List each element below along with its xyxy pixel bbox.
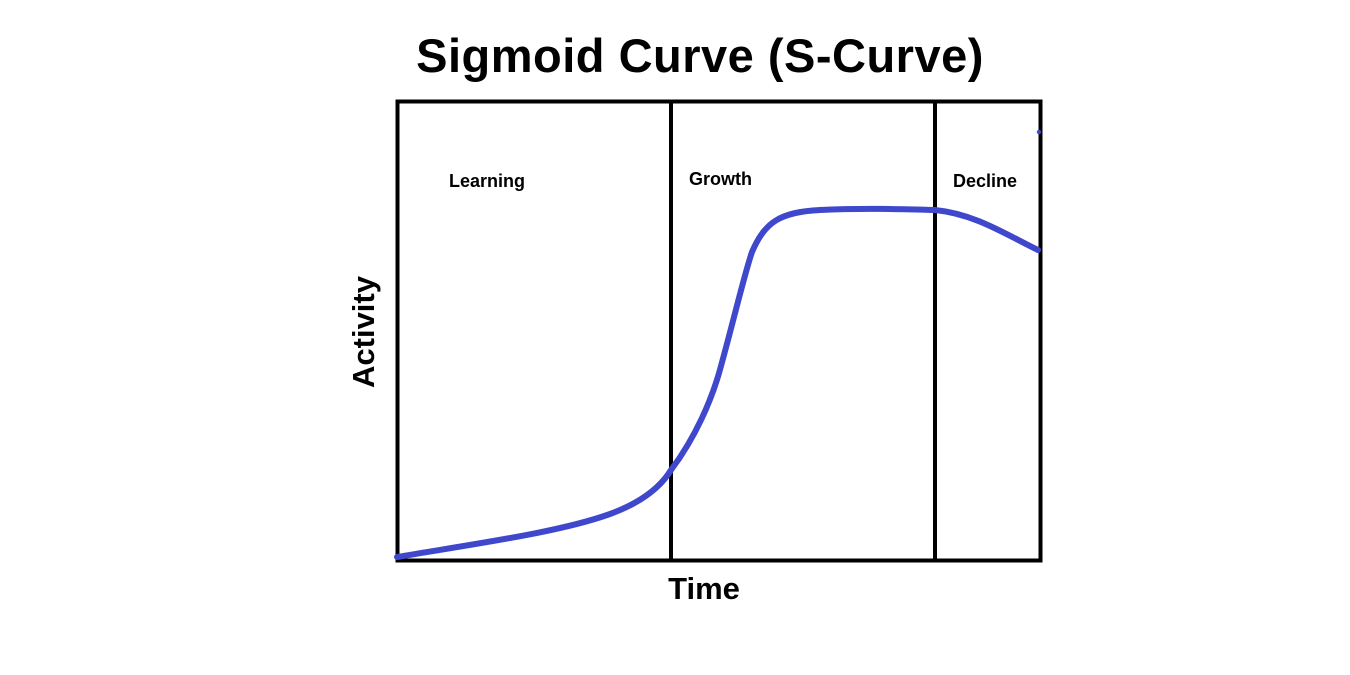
phase-label-growth: Growth bbox=[689, 169, 752, 189]
plot-frame bbox=[395, 99, 1043, 563]
diagram-title: Sigmoid Curve (S-Curve) bbox=[416, 29, 984, 82]
y-axis-label: Activity bbox=[346, 276, 381, 388]
s-curve-line bbox=[394, 205, 1041, 560]
phase-label-learning: Learning bbox=[449, 171, 526, 191]
x-axis-label: Time bbox=[668, 571, 740, 606]
phase-label-decline: Decline bbox=[953, 171, 1018, 191]
stray-dot bbox=[1036, 129, 1042, 135]
